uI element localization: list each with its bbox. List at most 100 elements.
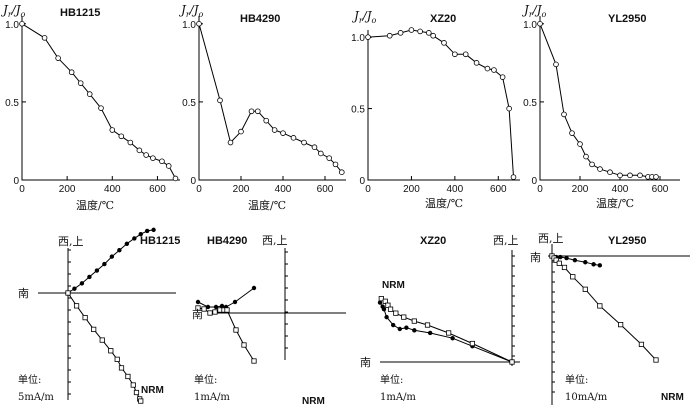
data-point-west-up xyxy=(251,285,257,291)
data-point xyxy=(607,169,613,175)
x-tick-label: 200 xyxy=(59,184,76,195)
x-tick-label: 600 xyxy=(149,184,166,195)
data-point xyxy=(338,169,345,175)
data-point xyxy=(473,60,480,66)
x-tick-label: 200 xyxy=(233,184,250,195)
data-point-south-down xyxy=(553,257,559,263)
x-tick-label: 0 xyxy=(196,184,202,195)
data-point-south-down xyxy=(133,389,140,396)
data-point xyxy=(452,51,458,58)
data-point xyxy=(77,80,84,86)
diagram-title: XZ20 xyxy=(420,235,446,247)
y-axis-label: Jr/Jo xyxy=(178,3,204,19)
data-point-west-up xyxy=(232,299,238,305)
data-point xyxy=(109,127,116,133)
south-direction-label: 南 xyxy=(360,356,371,369)
data-point-south-down xyxy=(411,318,417,324)
chart-title: HB4290 xyxy=(240,13,280,25)
data-point xyxy=(425,30,432,36)
demag-curve xyxy=(539,23,656,178)
zijderveld-xz20: XZ20 西,上 南 NRM 单位: 1mA/m xyxy=(360,234,520,403)
data-point-west-up xyxy=(377,300,383,305)
data-point xyxy=(55,55,61,61)
y-tick-label: 0 xyxy=(190,176,196,187)
diagram-axes xyxy=(38,248,176,400)
nrm-label: NRM xyxy=(302,396,325,407)
x-tick-label: 200 xyxy=(572,184,589,195)
y-tick-label: 1.0 xyxy=(523,20,537,31)
south-direction-label: 南 xyxy=(530,251,541,264)
data-point-south-down xyxy=(201,306,207,312)
data-point-south-down xyxy=(108,348,114,354)
data-point-south-down xyxy=(424,322,431,328)
chart-title: YL2950 xyxy=(608,13,647,25)
chart-axes xyxy=(367,30,520,181)
data-point xyxy=(537,21,543,27)
data-point-south-down xyxy=(138,398,144,404)
data-point-south-down xyxy=(233,327,239,333)
data-point-south-down xyxy=(446,330,452,336)
x-tick-label: 600 xyxy=(490,184,507,195)
data-point-west-up xyxy=(151,227,156,233)
data-point xyxy=(637,172,643,179)
unit-value: 1mA/m xyxy=(380,392,416,403)
data-point-south-down xyxy=(73,303,80,309)
data-point xyxy=(491,67,497,73)
demag-curve xyxy=(21,23,176,179)
data-point-south-down xyxy=(118,365,125,371)
data-point-west-up xyxy=(132,236,137,241)
data-point-west-up xyxy=(397,326,402,332)
data-point xyxy=(597,166,603,172)
data-point-south-down xyxy=(378,296,384,302)
thermal-chart-hb1215: 0 200 400 600 0 0.5 1.0 HB1215 Jr/Jo 温度/℃ xyxy=(0,3,180,212)
data-point-west-up xyxy=(109,254,115,259)
data-point-south-down xyxy=(224,307,230,313)
unit-value: 10mA/m xyxy=(565,392,608,403)
x-axis-label: 温度/℃ xyxy=(76,198,114,212)
x-tick-label: 200 xyxy=(403,184,420,195)
y-axis-label: Jr/Jo xyxy=(521,3,547,19)
nrm-label: NRM xyxy=(661,392,684,403)
data-point xyxy=(127,139,134,146)
data-point-west-up xyxy=(94,268,100,273)
x-tick-label: 600 xyxy=(652,184,669,195)
diagram-title: YL2950 xyxy=(608,235,647,247)
data-point-south-down xyxy=(99,337,105,343)
demag-curve xyxy=(198,23,343,173)
data-point-west-up xyxy=(87,274,92,280)
x-tick-label: 0 xyxy=(19,184,25,195)
data-point-west-up xyxy=(572,257,578,263)
data-point-south-down xyxy=(393,310,399,316)
data-point-south-down xyxy=(597,303,603,309)
data-point-south-down xyxy=(653,357,659,363)
x-axis-label: 温度/℃ xyxy=(248,198,286,212)
west-up-direction-label: 西,上 xyxy=(262,234,288,247)
data-point xyxy=(196,21,202,27)
data-point-south-down xyxy=(570,274,576,280)
data-point-west-up xyxy=(144,228,150,234)
west-up-direction-label: 西,上 xyxy=(493,234,519,247)
data-point xyxy=(561,111,567,118)
data-point-south-down xyxy=(130,382,136,388)
data-point xyxy=(98,105,104,111)
data-point-west-up xyxy=(124,241,130,246)
data-point xyxy=(499,74,506,80)
data-point-south-down xyxy=(207,310,213,316)
y-tick-label: 0 xyxy=(531,176,537,187)
data-point-south-down xyxy=(556,260,562,266)
data-point xyxy=(301,139,307,146)
x-tick-label: 400 xyxy=(104,184,121,195)
data-point-south-down xyxy=(401,314,407,320)
zijderveld-hb4290: HB4290 西,上 南 NRM 单位: 1mA/m xyxy=(192,234,346,407)
data-point-south-down xyxy=(114,356,120,362)
diagram-axes xyxy=(380,250,520,366)
data-point xyxy=(172,175,179,182)
data-point xyxy=(290,135,297,141)
data-point xyxy=(263,117,270,124)
chart-axes xyxy=(21,16,180,181)
south-direction-label: 南 xyxy=(18,287,29,300)
data-point-west-up xyxy=(195,299,201,305)
data-point-south-down xyxy=(251,358,257,364)
y-tick-label: 0.5 xyxy=(182,98,196,109)
data-point xyxy=(136,147,143,154)
